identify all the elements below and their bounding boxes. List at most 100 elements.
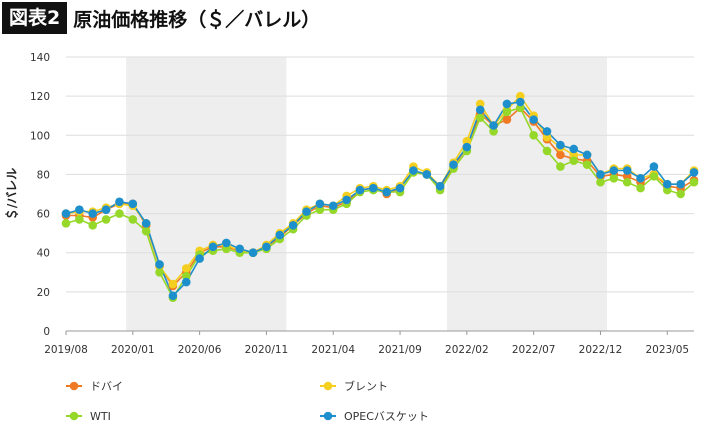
y-tick-label: 40	[37, 248, 50, 260]
data-point-2	[475, 113, 485, 122]
legend-marker	[69, 411, 79, 421]
data-point-3	[315, 199, 325, 209]
x-tick-label: 2021/04	[311, 344, 355, 356]
data-point-1	[181, 264, 191, 273]
data-point-2	[636, 183, 645, 193]
data-point-3	[596, 170, 605, 179]
data-point-3	[435, 181, 445, 191]
chart-title: 原油価格推移（＄／バレル）	[73, 8, 321, 31]
data-point-3	[515, 97, 525, 107]
x-tick-label: 2022/07	[512, 344, 556, 356]
data-point-0	[502, 115, 512, 124]
data-point-3	[302, 207, 311, 216]
data-point-3	[395, 183, 405, 193]
data-point-2	[141, 226, 151, 236]
data-point-3	[382, 187, 391, 197]
figure-badge: 図表2	[2, 2, 68, 34]
data-point-1	[168, 279, 178, 289]
y-tick-label: 140	[30, 52, 50, 64]
data-point-3	[61, 209, 71, 218]
data-point-2	[529, 130, 538, 140]
data-point-3	[462, 142, 472, 152]
data-point-2	[502, 107, 512, 117]
x-tick-label: 2019/08	[44, 344, 88, 356]
year-band-white-0	[286, 57, 447, 331]
y-axis-label: ＄/バレル	[4, 168, 19, 220]
data-point-3	[422, 170, 432, 179]
data-point-3	[195, 254, 204, 263]
data-point-2	[155, 267, 164, 277]
series-points	[61, 91, 699, 303]
data-point-2	[542, 146, 552, 156]
data-point-3	[369, 183, 378, 193]
legend-label: OPECバスケット	[344, 410, 429, 423]
legend-marker	[69, 381, 79, 391]
data-point-2	[75, 215, 84, 224]
data-point-2	[582, 160, 592, 169]
data-point-2	[609, 174, 619, 183]
data-point-3	[489, 121, 498, 130]
y-tick-label: 100	[30, 130, 50, 142]
gridlines	[66, 56, 694, 332]
year-band-1	[446, 57, 608, 331]
data-point-3	[355, 185, 365, 195]
x-tick-label: 2020/01	[111, 344, 155, 356]
data-point-3	[582, 150, 592, 160]
year-bands	[126, 57, 694, 331]
data-point-3	[208, 242, 218, 252]
data-point-3	[342, 195, 351, 205]
year-band-0	[126, 57, 287, 331]
data-point-2	[128, 215, 138, 224]
data-point-3	[141, 219, 151, 228]
data-point-2	[622, 177, 632, 187]
data-point-2	[101, 215, 111, 224]
data-point-2	[569, 156, 579, 166]
y-tick-label: 0	[43, 326, 50, 338]
data-point-3	[529, 115, 538, 124]
x-tick-label: 2020/06	[178, 344, 222, 356]
data-point-3	[248, 248, 258, 258]
data-point-3	[262, 242, 271, 252]
legend: ドバイ ブレント WTI OPECバスケット	[66, 379, 429, 423]
data-point-3	[275, 230, 285, 240]
data-point-3	[181, 277, 191, 287]
data-point-2	[88, 221, 98, 230]
data-point-2	[61, 219, 71, 228]
chart-header: 図表2 原油価格推移（＄／バレル）	[0, 0, 320, 36]
data-point-2	[689, 177, 699, 187]
legend-marker	[323, 411, 333, 421]
data-point-2	[556, 162, 565, 171]
data-point-3	[168, 291, 178, 301]
x-axis-ticks: 2019/08 2020/01 2020/06 2020/11 2021/04 2021/…	[44, 331, 689, 356]
data-point-3	[649, 162, 659, 171]
data-point-3	[128, 199, 138, 209]
x-tick-label: 2021/09	[378, 344, 422, 356]
y-tick-label: 120	[30, 91, 50, 103]
x-tick-label: 2022/02	[445, 344, 489, 356]
y-tick-label: 60	[37, 209, 50, 221]
data-point-3	[689, 168, 699, 177]
y-tick-label: 80	[37, 169, 50, 181]
data-point-3	[542, 127, 552, 136]
data-point-3	[75, 205, 84, 214]
legend-marker	[323, 381, 333, 391]
y-tick-label: 20	[37, 287, 50, 299]
data-point-2	[596, 177, 605, 187]
data-point-2	[115, 209, 124, 218]
data-point-3	[328, 201, 338, 211]
data-point-3	[409, 166, 418, 175]
legend-label: ブレント	[344, 379, 388, 393]
data-point-3	[502, 99, 512, 109]
y-axis-ticks: 0 20 40 60 80 100 120 140	[30, 52, 50, 338]
data-point-3	[222, 238, 231, 248]
x-tick-label: 2023/05	[645, 344, 689, 356]
data-point-0	[556, 150, 565, 160]
data-point-3	[101, 205, 111, 214]
data-point-3	[449, 160, 458, 169]
data-point-3	[155, 260, 164, 269]
data-point-3	[569, 144, 579, 154]
data-point-3	[115, 197, 124, 207]
data-point-3	[475, 105, 485, 115]
data-point-3	[609, 166, 619, 175]
